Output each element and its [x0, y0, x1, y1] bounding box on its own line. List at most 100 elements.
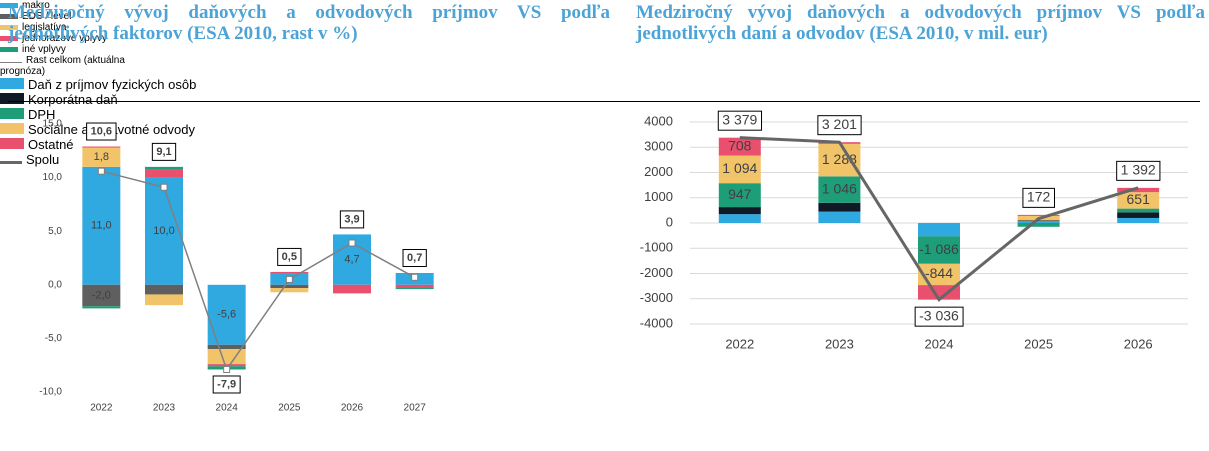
- segment-label: 708: [728, 137, 752, 153]
- total-marker: [223, 365, 231, 373]
- x-tick-label: 2022: [90, 403, 113, 414]
- total-label: 172: [1022, 187, 1055, 208]
- total-label: 1 392: [1116, 160, 1161, 181]
- x-tick-label: 2024: [925, 336, 954, 351]
- y-tick-label: 0: [666, 214, 673, 229]
- y-tick-label: 1000: [644, 189, 673, 204]
- y-tick-label: 0,0: [48, 279, 62, 290]
- legend-item: Ostatné: [0, 137, 215, 152]
- legend-swatch: [0, 161, 22, 164]
- bar-segment: [718, 207, 761, 215]
- legend-label: Korporátna daň: [28, 92, 118, 107]
- total-marker: [411, 273, 419, 281]
- bar-segment: [1117, 208, 1160, 213]
- label-box: [212, 375, 241, 394]
- total-label: -3 036: [914, 306, 964, 327]
- legend-label: legislatíva: [22, 22, 67, 33]
- total-line: [739, 136, 1139, 302]
- segment-label: 1,8: [94, 151, 109, 163]
- total-label: -7,9: [212, 375, 241, 394]
- total-label: 9,1: [151, 142, 177, 161]
- y-tick-label: 2000: [644, 164, 673, 179]
- legend-item: makro: [0, 0, 140, 11]
- label-box: [151, 142, 177, 161]
- bar-segment: [145, 284, 183, 295]
- bar-segment: [82, 146, 121, 148]
- legend-item: EDS / level: [0, 11, 140, 22]
- bar-segment: [1017, 220, 1060, 221]
- segment-label: 1 094: [722, 160, 757, 176]
- legend-item: legislatíva: [0, 22, 140, 33]
- legend-swatch: [0, 93, 24, 104]
- bar-segment: [145, 177, 183, 285]
- total-value-label: 9,1: [156, 146, 171, 158]
- bar-segment: [395, 288, 434, 290]
- y-tick-label: 10,0: [43, 172, 63, 183]
- legend-swatch: [0, 14, 18, 19]
- legend-swatch: [0, 36, 18, 41]
- bar-segment: [1017, 220, 1060, 223]
- x-tick-label: 2026: [341, 403, 364, 414]
- bar-segment: [718, 155, 761, 184]
- legend-label: DPH: [28, 107, 56, 122]
- total-label: 3 201: [817, 115, 862, 136]
- bar-segment: [82, 306, 121, 309]
- x-tick-label: 2022: [725, 336, 754, 351]
- segment-label: 947: [728, 186, 752, 202]
- legend-label: Rast celkom (aktuálna prognóza): [0, 55, 125, 77]
- y-tick-label: 15,0: [43, 119, 63, 130]
- bar-segment: [1117, 217, 1160, 223]
- x-tick-label: 2025: [278, 403, 301, 414]
- total-value-label: -3 036: [919, 307, 959, 323]
- legend-label: makro: [22, 0, 50, 11]
- legend-swatch: [0, 138, 24, 149]
- total-value-label: 0,5: [282, 251, 297, 263]
- legend-item: jednorazové vplyvy: [0, 33, 140, 44]
- total-marker: [160, 183, 168, 191]
- y-tick-label: -5,0: [45, 333, 63, 344]
- label-box: [717, 110, 763, 131]
- y-tick-label: -3000: [640, 290, 673, 305]
- bar-segment: [918, 223, 960, 237]
- label-box: [86, 122, 117, 141]
- bar-segment: [270, 288, 309, 293]
- total-label: 0,7: [402, 249, 427, 268]
- label-box: [277, 247, 302, 266]
- bar-segment: [82, 166, 121, 285]
- bar-segment: [818, 211, 861, 223]
- bar-segment: [1117, 212, 1160, 218]
- x-tick-label: 2023: [153, 403, 176, 414]
- y-tick-label: -4000: [640, 315, 673, 330]
- legend-label: Ostatné: [28, 137, 74, 152]
- bar-segment: [207, 364, 246, 367]
- legend-label: EDS / level: [22, 11, 72, 22]
- bar-segment: [818, 143, 861, 177]
- legend-label: Daň z príjmov fyzických osôb: [28, 77, 197, 92]
- legend-label: jednorazové vplyvy: [22, 33, 108, 44]
- bar-segment: [207, 349, 246, 365]
- total-value-label: 10,6: [91, 125, 112, 137]
- segment-label: -2,0: [92, 289, 111, 301]
- legend-item: DPH: [0, 107, 215, 122]
- bar-segment: [918, 263, 960, 286]
- label-box: [1116, 160, 1161, 181]
- bar-segment: [718, 137, 761, 156]
- legend-item: Korporátna daň: [0, 92, 215, 107]
- legend-item: iné vplyvy: [0, 44, 140, 55]
- label-box: [817, 115, 862, 136]
- legend-item: Daň z príjmov fyzických osôb: [0, 77, 215, 92]
- rule: [8, 101, 1200, 102]
- chart-title: Medziročný vývoj daňových a odvodových p…: [8, 2, 610, 44]
- total-line: [101, 170, 416, 372]
- segment-label: 10,0: [153, 225, 174, 237]
- segment-label: 4,7: [344, 254, 359, 266]
- legend-item: Spolu: [0, 152, 215, 167]
- bar-segment: [82, 147, 121, 167]
- y-tick-label: -2000: [640, 265, 673, 280]
- total-marker: [285, 275, 293, 283]
- bar-segment: [918, 236, 960, 264]
- legend-swatch: [0, 47, 18, 52]
- bar-segment: [145, 169, 183, 178]
